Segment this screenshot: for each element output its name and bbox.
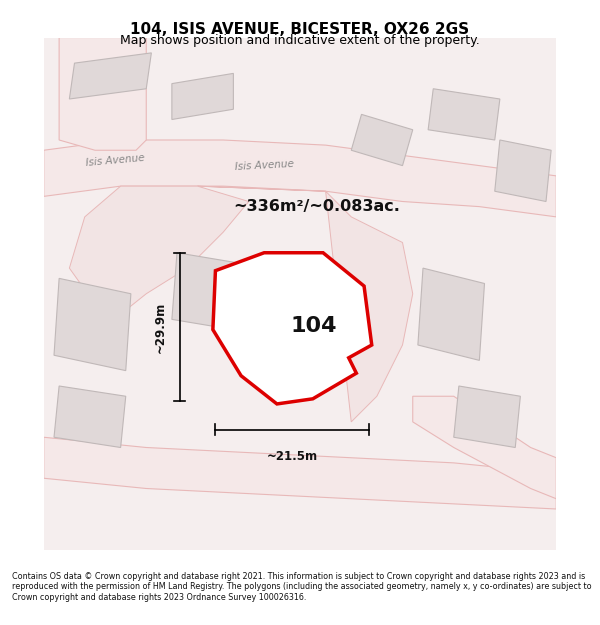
Polygon shape [59,38,146,150]
Text: ~336m²/~0.083ac.: ~336m²/~0.083ac. [233,199,400,214]
Text: 104: 104 [291,316,337,336]
Polygon shape [418,268,485,361]
Text: 104, ISIS AVENUE, BICESTER, OX26 2GS: 104, ISIS AVENUE, BICESTER, OX26 2GS [130,22,470,37]
Text: Isis Avenue: Isis Avenue [235,159,294,172]
Polygon shape [44,438,556,509]
Polygon shape [44,140,556,217]
Text: Map shows position and indicative extent of the property.: Map shows position and indicative extent… [120,34,480,48]
Polygon shape [213,253,372,404]
Polygon shape [70,53,151,99]
Text: Isis Avenue: Isis Avenue [86,153,145,168]
Text: ~29.9m: ~29.9m [154,301,167,352]
Polygon shape [172,73,233,119]
Polygon shape [454,386,520,448]
Text: Contains OS data © Crown copyright and database right 2021. This information is : Contains OS data © Crown copyright and d… [12,572,592,602]
Polygon shape [197,186,413,422]
Polygon shape [54,386,126,448]
Polygon shape [172,253,239,329]
Polygon shape [428,89,500,140]
Polygon shape [54,278,131,371]
Polygon shape [413,396,556,499]
Polygon shape [495,140,551,201]
Text: ~21.5m: ~21.5m [267,450,318,463]
Polygon shape [351,114,413,166]
Polygon shape [70,186,249,314]
